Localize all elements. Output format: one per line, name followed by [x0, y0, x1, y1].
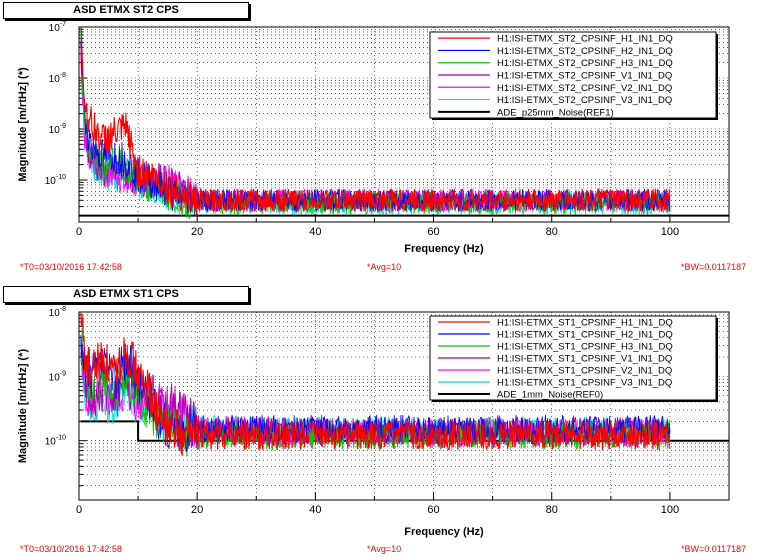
y-tick-label: 10-10 — [45, 435, 66, 448]
y-tick-label: 10-7 — [49, 21, 66, 34]
legend-entry: H1:ISI-ETMX_ST1_CPSINF_H2_IN1_DQ — [497, 330, 673, 341]
footer-avg: *Avg=10 — [367, 262, 402, 272]
legend-entry: H1:ISI-ETMX_ST1_CPSINF_H1_IN1_DQ — [497, 318, 673, 329]
plot-panel-st2: 0 20 40 60 80 100 10-7 10-8 10-9 10-10 Frequency (… — [0, 0, 771, 276]
legend-entry: H1:ISI-ETMX_ST2_CPSINF_H2_IN1_DQ — [497, 46, 673, 57]
legend-entry: H1:ISI-ETMX_ST2_CPSINF_V1_IN1_DQ — [497, 71, 672, 82]
x-tick-label: 20 — [191, 226, 203, 238]
legend-entry: H1:ISI-ETMX_ST2_CPSINF_V3_IN1_DQ — [497, 95, 672, 106]
x-tick-label: 0 — [76, 504, 82, 516]
series-line — [80, 27, 671, 216]
footer-bw: *BW=0.0117187 — [681, 262, 747, 272]
y-tick-label: 10-9 — [49, 370, 66, 383]
x-axis-label: Frequency (Hz) — [404, 526, 484, 538]
chart-st1: 0 20 40 60 80 100 10-8 10-9 10-10 Frequency (Hz) M… — [17, 306, 730, 538]
x-tick-label: 100 — [661, 504, 679, 516]
series-line — [80, 37, 671, 217]
plot-area — [79, 27, 729, 220]
y-tick-label: 10-10 — [45, 174, 66, 187]
x-tick-label: 60 — [427, 504, 439, 516]
chart-title[interactable]: ASD ETMX ST2 CPS — [3, 2, 249, 19]
x-tick-label: 20 — [191, 504, 203, 516]
x-tick-label: 60 — [427, 226, 439, 238]
legend-entry: H1:ISI-ETMX_ST2_CPSINF_H1_IN1_DQ — [497, 34, 673, 45]
legend: H1:ISI-ETMX_ST1_CPSINF_H1_IN1_DQH1:ISI-E… — [429, 315, 718, 402]
y-axis-label: Magnitude [m/rtHz] (*) — [17, 349, 29, 464]
chart-st2: 0 20 40 60 80 100 10-7 10-8 10-9 10-10 Frequency (… — [17, 21, 730, 255]
y-tick-label: 10-8 — [49, 72, 66, 85]
legend-entry: H1:ISI-ETMX_ST2_CPSINF_H3_IN1_DQ — [497, 58, 673, 69]
plot-area — [80, 312, 729, 457]
x-tick-label: 80 — [546, 226, 558, 238]
x-tick-label: 100 — [661, 226, 679, 238]
footer-bw: *BW=0.0117187 — [681, 544, 747, 554]
legend-entry: H1:ISI-ETMX_ST1_CPSINF_V1_IN1_DQ — [497, 354, 672, 365]
series-line — [80, 312, 671, 456]
legend-entry: H1:ISI-ETMX_ST1_CPSINF_H3_IN1_DQ — [497, 342, 673, 353]
footer-t0: *T0=03/10/2016 17:42:58 — [20, 262, 122, 272]
plot-panel-st1: 0 20 40 60 80 100 10-8 10-9 10-10 Frequency (Hz) M… — [0, 284, 771, 560]
x-tick-label: 80 — [546, 504, 558, 516]
footer-t0: *T0=03/10/2016 17:42:58 — [20, 544, 122, 554]
legend-entry: H1:ISI-ETMX_ST1_CPSINF_V3_IN1_DQ — [497, 378, 672, 389]
series-line — [80, 335, 671, 453]
chart-title[interactable]: ASD ETMX ST1 CPS — [3, 286, 249, 303]
legend-entry: H1:ISI-ETMX_ST2_CPSINF_V2_IN1_DQ — [497, 83, 672, 94]
legend-entry: ADE_1mm_Noise(REF0) — [497, 390, 603, 401]
legend-entry: H1:ISI-ETMX_ST1_CPSINF_V2_IN1_DQ — [497, 366, 672, 377]
y-tick-label: 10-8 — [49, 306, 66, 319]
x-tick-label: 40 — [309, 504, 321, 516]
x-tick-label: 40 — [309, 226, 321, 238]
y-axis-label: Magnitude [m/rtHz] (*) — [17, 67, 29, 182]
legend-entry: ADE_p25mm_Noise(REF1) — [497, 107, 614, 118]
legend: H1:ISI-ETMX_ST2_CPSINF_H1_IN1_DQH1:ISI-E… — [429, 31, 718, 120]
footer-avg: *Avg=10 — [367, 544, 402, 554]
y-tick-label: 10-9 — [49, 123, 66, 136]
x-axis-label: Frequency (Hz) — [404, 243, 484, 255]
x-tick-label: 0 — [76, 226, 82, 238]
